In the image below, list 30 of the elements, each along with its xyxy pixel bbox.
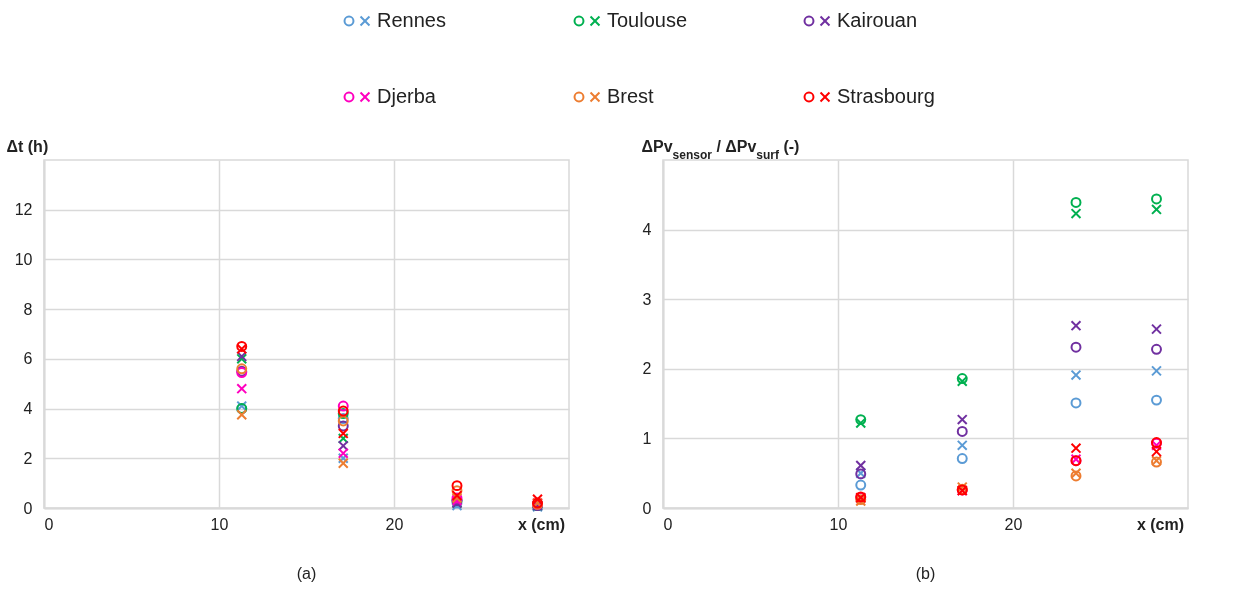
legend-label: Kairouan — [837, 9, 918, 31]
y-axis-title: ΔPv$_{sensor}$ / ΔPv$_{surf}$ (-) — [641, 137, 800, 162]
text: (a) — [296, 565, 317, 582]
y-tick-label: 2 — [642, 360, 652, 378]
x-axis-title: x (cm) — [517, 515, 566, 533]
x-tick-label: 20 — [1004, 515, 1023, 533]
x-tick-label: 10 — [210, 515, 229, 533]
y-tick-label: 0 — [23, 499, 33, 517]
x-tick-label: 20 — [385, 515, 404, 533]
x-tick-label: 0 — [663, 515, 673, 533]
text: (b) — [915, 565, 936, 582]
legend-label: Rennes — [377, 9, 446, 31]
y-tick-label: 10 — [14, 250, 33, 268]
y-tick-label: 6 — [23, 350, 33, 368]
legend-label: Brest — [607, 85, 655, 107]
y-tick-label: 0 — [642, 499, 652, 517]
x-tick-label: 10 — [829, 515, 848, 533]
y-tick-label: 4 — [23, 400, 33, 418]
y-tick-label: 12 — [14, 201, 33, 219]
y-tick-label: 3 — [642, 290, 652, 308]
y-tick-label: 8 — [23, 300, 33, 318]
legend-label: Strasbourg — [837, 85, 935, 107]
legend-label: Djerba — [377, 85, 437, 107]
y-axis-title: Δt (h) — [6, 137, 49, 155]
x-tick-label: 0 — [44, 515, 54, 533]
legend-label: Toulouse — [607, 9, 688, 31]
y-tick-label: 2 — [23, 449, 33, 467]
x-axis-title: x (cm) — [1136, 515, 1185, 533]
y-tick-label: 1 — [642, 429, 652, 447]
y-tick-label: 4 — [642, 221, 652, 239]
